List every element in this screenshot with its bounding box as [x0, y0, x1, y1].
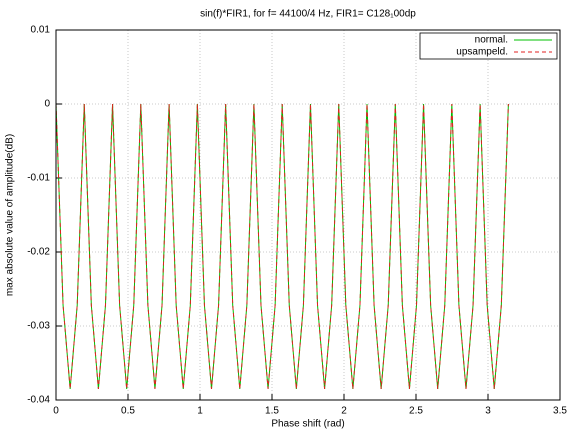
- y-tick-label: -0.04: [27, 395, 50, 406]
- y-tick-label: -0.01: [27, 173, 50, 184]
- x-axis-label: Phase shift (rad): [271, 419, 344, 430]
- y-tick-label: 0: [44, 99, 50, 110]
- x-tick-label: 2: [341, 406, 347, 417]
- chart-title: sin(f)*FIR1, for f= 44100/4 Hz, FIR1= C1…: [200, 9, 416, 20]
- plot-border: [55, 29, 561, 401]
- x-tick-label: 1.5: [265, 406, 279, 417]
- y-tick-label: 0.01: [31, 25, 51, 36]
- y-tick-label: -0.03: [27, 321, 50, 332]
- x-tick-label: 3: [485, 406, 491, 417]
- data-line: [55, 103, 509, 389]
- legend-box: [419, 32, 558, 60]
- y-axis-label: max absolute value of amplitude(dB): [5, 134, 16, 296]
- x-tick-label: 3.5: [553, 406, 567, 417]
- legend-label: normal.: [475, 35, 508, 46]
- x-tick-label: 0: [53, 406, 59, 417]
- x-tick-label: 2.5: [409, 406, 423, 417]
- y-tick-label: -0.02: [27, 247, 50, 258]
- x-tick-label: 1: [197, 406, 203, 417]
- legend-label: upsampeld.: [456, 47, 508, 58]
- x-tick-label: 0.5: [121, 406, 135, 417]
